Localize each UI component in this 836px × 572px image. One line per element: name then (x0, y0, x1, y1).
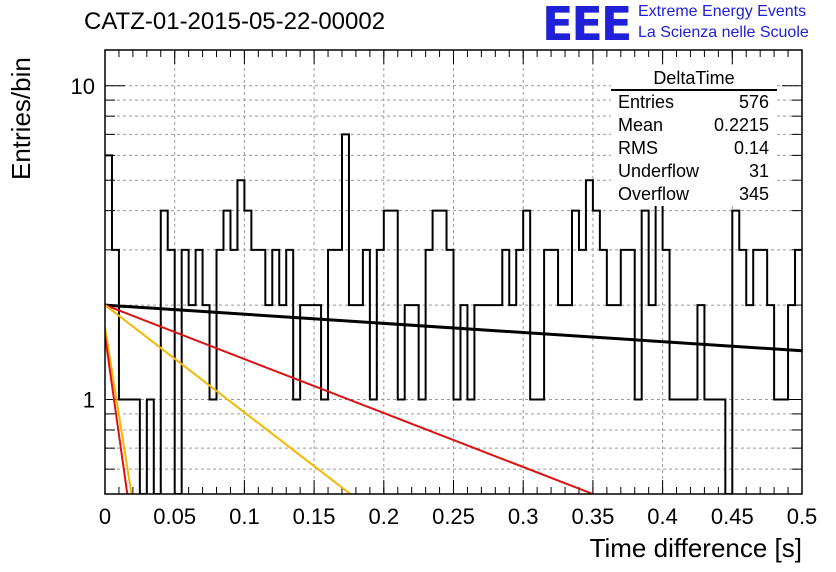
fit-curve-1 (105, 304, 594, 494)
y-tick-label: 10 (71, 74, 95, 99)
logo-caption-1: Extreme Energy Events (638, 3, 807, 20)
stats-value: 576 (738, 92, 769, 112)
stats-label: Overflow (618, 184, 690, 204)
stats-label: RMS (618, 138, 658, 158)
stats-value: 0.2215 (713, 115, 769, 135)
fit-curve-4 (105, 335, 129, 494)
logo-caption-2: La Scienza nelle Scuole (638, 24, 809, 41)
y-axis-label: Entries/bin (6, 57, 36, 180)
fit-curve-0 (105, 303, 802, 353)
x-tick-label: 0.05 (153, 504, 196, 529)
fit-curve-3 (105, 327, 133, 494)
y-tick-label: 1 (83, 388, 95, 413)
stats-value: 31 (748, 161, 769, 181)
stats-value: 345 (738, 184, 769, 204)
stats-row-mean: Mean 0.2215 (611, 114, 777, 137)
x-tick-label: 0.35 (571, 504, 614, 529)
histogram-outline (105, 133, 802, 494)
stats-row-entries: Entries 576 (611, 91, 777, 114)
stats-label: Underflow (618, 161, 700, 181)
chart-title: CATZ-01-2015-05-22-00002 (84, 8, 386, 35)
stats-row-rms: RMS 0.14 (611, 137, 777, 160)
x-tick-label: 0.2 (369, 504, 400, 529)
x-tick-label: 0.1 (229, 504, 260, 529)
stats-label: Entries (618, 92, 675, 112)
x-tick-label: 0.5 (787, 504, 818, 529)
stats-title: DeltaTime (611, 67, 777, 91)
x-axis-label: Time difference [s] (589, 533, 802, 563)
stats-value: 0.14 (733, 138, 769, 158)
stats-box: DeltaTime Entries 576 Mean 0.2215 RMS 0.… (611, 67, 777, 206)
x-tick-label: 0.25 (432, 504, 475, 529)
stats-label: Mean (618, 115, 664, 135)
stats-row-overflow: Overflow 345 (611, 183, 777, 206)
x-tick-label: 0.45 (711, 504, 754, 529)
x-tick-label: 0.3 (508, 504, 539, 529)
fit-curve-2 (105, 304, 351, 494)
x-tick-label: 0.4 (647, 504, 678, 529)
x-tick-label: 0.15 (293, 504, 336, 529)
x-tick-label: 0 (99, 504, 111, 529)
stats-row-underflow: Underflow 31 (611, 160, 777, 183)
plot-frame (104, 49, 803, 495)
eee-logo: EEE (542, 0, 632, 51)
